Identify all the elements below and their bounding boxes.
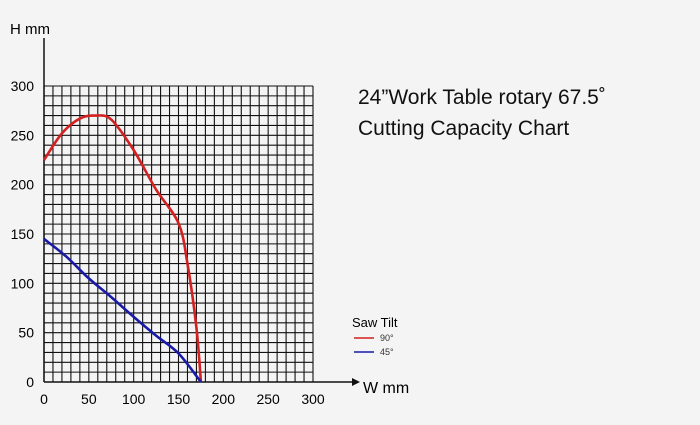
chart-title-line-2: Cutting Capacity Chart bbox=[358, 117, 570, 140]
legend-title: Saw Tilt bbox=[352, 315, 398, 330]
y-tick-label: 150 bbox=[11, 226, 35, 242]
x-axis-label: W mm bbox=[363, 380, 409, 397]
series-line-45deg bbox=[43, 237, 202, 383]
y-tick-label: 50 bbox=[18, 325, 34, 341]
x-tick-label: 150 bbox=[167, 391, 191, 407]
y-tick-label: 100 bbox=[11, 275, 35, 291]
y-tick-label: 300 bbox=[11, 78, 35, 94]
x-tick-label: 0 bbox=[40, 391, 48, 407]
y-tick-label: 200 bbox=[11, 177, 35, 193]
series-line-90deg bbox=[42, 114, 203, 383]
x-tick-label: 250 bbox=[256, 391, 280, 407]
x-tick-label: 300 bbox=[301, 391, 325, 407]
chart-title-line-1: 24”Work Table rotary 67.5˚ bbox=[358, 86, 606, 109]
legend-label: 45° bbox=[380, 347, 394, 357]
x-tick-label: 50 bbox=[81, 391, 97, 407]
y-tick-label: 0 bbox=[26, 374, 34, 390]
x-tick-label: 200 bbox=[212, 391, 236, 407]
x-tick-label: 100 bbox=[122, 391, 146, 407]
legend-label: 90° bbox=[380, 333, 394, 343]
y-axis-label: H mm bbox=[10, 21, 50, 38]
x-axis-arrow-icon bbox=[352, 378, 360, 386]
y-tick-label: 250 bbox=[11, 127, 35, 143]
